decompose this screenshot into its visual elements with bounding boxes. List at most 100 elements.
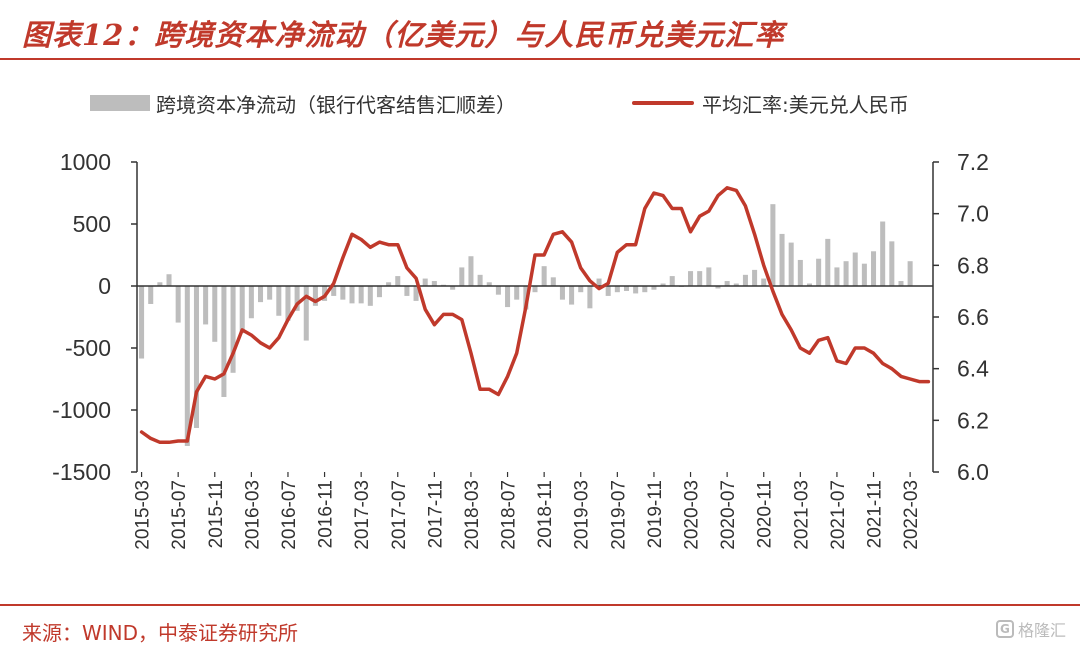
bar-mark xyxy=(688,271,694,286)
bar-mark xyxy=(184,286,190,446)
bar-mark xyxy=(239,286,245,334)
legend-item-bar: 跨境资本净流动（银行代客结售汇顺差） xyxy=(90,88,516,118)
right-tick-label: 6.6 xyxy=(957,304,989,330)
bar-mark xyxy=(203,286,209,325)
bar-mark xyxy=(505,286,511,308)
x-tick-label: 2015-11 xyxy=(206,480,227,548)
bar-mark xyxy=(267,286,273,300)
right-tick-label: 7.0 xyxy=(957,201,989,227)
right-tick-label: 6.8 xyxy=(957,252,989,278)
chart-legend: 跨境资本净流动（银行代客结售汇顺差） 平均汇率:美元兑人民币 xyxy=(0,88,1080,118)
bar-mark xyxy=(889,241,895,286)
bar-mark xyxy=(148,286,154,304)
bar-mark xyxy=(569,286,575,305)
bar-mark xyxy=(294,286,300,311)
bar-mark xyxy=(706,267,712,286)
legend-item-line: 平均汇率:美元兑人民币 xyxy=(632,88,909,118)
bar-mark xyxy=(596,278,602,286)
bar-mark xyxy=(157,282,163,286)
bar-mark xyxy=(376,286,382,298)
bar-mark xyxy=(367,286,373,306)
bar-mark xyxy=(395,276,401,286)
bar-mark xyxy=(788,242,794,286)
legend-line-label: 平均汇率:美元兑人民币 xyxy=(702,92,909,117)
footer-divider xyxy=(0,604,1080,606)
left-tick-label: 500 xyxy=(73,211,111,237)
legend-line-swatch xyxy=(632,101,694,105)
bar-mark xyxy=(651,286,657,290)
x-tick-label: 2019-11 xyxy=(645,480,666,548)
left-tick-label: -1500 xyxy=(52,459,111,485)
source-note: 来源：WIND，中泰证券研究所 xyxy=(22,621,299,645)
bar-mark xyxy=(559,286,565,300)
title-divider xyxy=(0,58,1080,60)
bar-mark xyxy=(532,286,538,293)
x-tick-label: 2018-11 xyxy=(535,480,556,548)
bar-mark xyxy=(230,286,236,373)
bar-mark xyxy=(312,286,318,306)
bar-mark xyxy=(907,261,913,286)
watermark-text: 格隆汇 xyxy=(1017,621,1066,640)
x-tick-label: 2020-11 xyxy=(755,480,776,548)
bar-mark xyxy=(733,283,739,286)
bar-mark xyxy=(248,286,254,319)
bar-mark xyxy=(349,286,355,304)
left-tick-label: -1000 xyxy=(52,397,111,423)
chart-title: 图表12：跨境资本净流动（亿美元）与人民币兑美元汇率 xyxy=(22,18,785,52)
x-tick-label: 2016-07 xyxy=(279,480,300,550)
x-tick-label: 2016-03 xyxy=(242,480,263,550)
x-tick-label: 2020-03 xyxy=(682,480,703,550)
left-tick-label: 0 xyxy=(98,273,111,299)
bar-mark xyxy=(825,238,831,286)
bar-mark xyxy=(450,286,456,290)
x-tick-label: 2018-03 xyxy=(462,480,483,550)
bar-mark xyxy=(871,251,877,286)
bar-mark xyxy=(258,286,264,303)
bar-mark xyxy=(724,281,730,286)
right-tick-label: 6.0 xyxy=(957,459,989,485)
bar-mark xyxy=(459,267,465,286)
bar-mark xyxy=(715,286,721,289)
bar-mark xyxy=(550,277,556,286)
bar-mark xyxy=(623,286,630,291)
bar-mark xyxy=(468,256,474,286)
x-tick-label: 2015-03 xyxy=(133,480,154,550)
bar-mark xyxy=(340,286,346,300)
bar-mark xyxy=(221,286,227,397)
bar-mark xyxy=(578,286,584,293)
bar-mark xyxy=(541,266,547,286)
bar-mark xyxy=(880,221,886,286)
x-tick-label: 2015-07 xyxy=(169,480,190,550)
bar-mark xyxy=(834,267,840,286)
bar-mark xyxy=(175,286,181,323)
bar-mark xyxy=(495,286,501,295)
bar-mark xyxy=(633,286,639,294)
bar-mark xyxy=(816,258,822,286)
bar-mark xyxy=(669,276,675,286)
bar-mark xyxy=(404,286,410,296)
x-tick-label: 2019-03 xyxy=(572,480,593,550)
exchange-rate-line xyxy=(139,186,931,445)
right-tick-label: 6.4 xyxy=(957,356,989,382)
bar-mark xyxy=(852,252,858,286)
bar-mark xyxy=(843,261,849,286)
bar-mark xyxy=(166,274,172,286)
left-tick-label: -500 xyxy=(65,335,111,361)
bar-mark xyxy=(797,259,803,286)
right-tick-label: 6.2 xyxy=(957,407,989,433)
bar-mark xyxy=(770,204,776,286)
watermark: G 格隆汇 xyxy=(995,617,1066,641)
x-tick-label: 2021-07 xyxy=(828,480,849,550)
bar-mark xyxy=(742,274,748,286)
bar-mark xyxy=(614,286,620,293)
bar-mark xyxy=(331,286,337,296)
x-tick-label: 2017-11 xyxy=(425,480,446,548)
right-tick-label: 7.2 xyxy=(957,149,989,175)
watermark-logo-icon: G xyxy=(995,620,1014,638)
x-tick-label: 2016-11 xyxy=(316,480,337,548)
legend-bar-swatch xyxy=(90,95,150,111)
bar-mark xyxy=(303,286,309,341)
x-tick-label: 2017-03 xyxy=(352,480,373,550)
title-bar: 图表12：跨境资本净流动（亿美元）与人民币兑美元汇率 xyxy=(0,0,1080,60)
x-tick-label: 2017-07 xyxy=(389,480,410,550)
